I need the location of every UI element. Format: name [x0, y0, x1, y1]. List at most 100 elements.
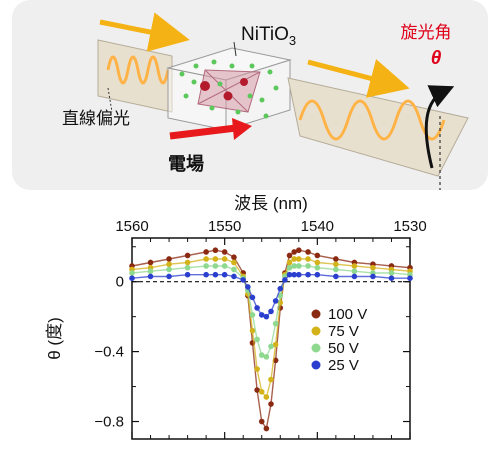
data-point	[203, 263, 209, 269]
legend-label: 75 V	[328, 323, 359, 340]
rotation-arrow-icon	[424, 85, 455, 169]
data-point	[370, 264, 376, 271]
x-tick-label: 1560	[115, 218, 148, 235]
data-point	[184, 271, 191, 278]
data-point	[221, 249, 228, 255]
data-point	[407, 275, 413, 281]
y-tick-label: 0	[116, 274, 124, 291]
data-point	[296, 263, 302, 269]
data-point	[282, 277, 288, 283]
data-point	[272, 320, 279, 327]
data-point	[305, 271, 311, 278]
data-point	[296, 271, 302, 278]
legend-label: 25 V	[328, 357, 359, 374]
crystal-structure	[166, 47, 292, 131]
x-tick-label: 1550	[208, 218, 241, 235]
data-point	[221, 263, 228, 269]
data-point	[286, 264, 293, 271]
data-point	[291, 271, 297, 278]
data-point	[231, 266, 237, 273]
data-point	[258, 352, 265, 358]
data-point	[333, 256, 339, 262]
data-point	[231, 254, 237, 261]
data-point	[314, 271, 321, 278]
y-axis-label: θ (度)	[45, 317, 64, 360]
data-point	[166, 273, 172, 280]
electric-field-label: 電場	[168, 154, 204, 174]
data-point	[305, 263, 311, 269]
data-point	[147, 268, 154, 275]
data-point	[351, 263, 358, 269]
data-point	[249, 327, 256, 334]
data-point	[147, 273, 154, 280]
data-point	[254, 387, 260, 393]
incident-wave-plane	[97, 39, 173, 113]
y-tick-label: −0.8	[94, 414, 124, 431]
crystal-leader-line	[233, 41, 237, 57]
data-point	[314, 259, 321, 266]
data-point	[249, 312, 256, 318]
data-point	[258, 389, 265, 395]
data-point	[286, 271, 293, 278]
electric-field-arrow-icon	[169, 124, 237, 140]
data-point	[240, 277, 246, 283]
data-point	[147, 259, 154, 266]
data-point	[254, 305, 260, 311]
data-point	[333, 273, 339, 280]
data-point	[221, 271, 228, 278]
data-point	[388, 270, 395, 276]
data-point	[263, 313, 270, 320]
data-point	[263, 354, 270, 360]
fit-curve-1	[131, 258, 411, 399]
x-tick-label: 1530	[393, 218, 426, 235]
data-point	[184, 264, 191, 271]
data-point	[296, 256, 302, 262]
output-wave-plane	[287, 77, 469, 177]
data-point	[291, 263, 297, 269]
crystal-label: NiTiO3	[241, 24, 296, 48]
legend-marker	[311, 343, 321, 353]
x-axis-label: 波長 (nm)	[234, 194, 308, 213]
data-point	[254, 366, 260, 372]
rotation-theta-symbol: θ	[431, 48, 442, 69]
legend-marker	[311, 360, 321, 370]
data-point	[291, 256, 297, 262]
legend-marker	[311, 326, 321, 336]
data-point	[166, 256, 172, 262]
optical-rotation-illustration: NiTiO3 旋光角 θ 直線偏光 電場	[62, 12, 469, 190]
data-point	[333, 266, 339, 273]
data-point	[129, 270, 135, 276]
x-tick-label: 1540	[301, 218, 334, 235]
data-point	[258, 312, 265, 318]
data-point	[184, 259, 191, 266]
legend-marker	[311, 309, 321, 319]
data-point	[268, 376, 274, 383]
rotation-angle-label: 旋光角	[401, 23, 452, 42]
data-point	[166, 261, 172, 268]
y-tick-label: −0.4	[94, 344, 124, 361]
data-point	[370, 273, 376, 280]
polarization-leader-line	[107, 87, 113, 113]
data-point	[314, 264, 321, 271]
data-point	[351, 268, 358, 275]
data-point	[231, 259, 237, 266]
light-propagation-arrow-icon	[307, 59, 410, 98]
data-point	[388, 275, 395, 281]
fit-curve-0	[131, 249, 411, 431]
data-point	[245, 284, 251, 290]
data-point	[272, 298, 279, 304]
data-point	[129, 275, 135, 281]
data-point	[305, 249, 311, 255]
light-propagation-arrow-icon	[99, 12, 190, 52]
legend-label: 50 V	[328, 340, 359, 357]
linear-polarization-label: 直線偏光	[62, 109, 130, 128]
fit-curve-3	[131, 274, 410, 318]
data-point	[221, 256, 228, 262]
data-point	[203, 256, 209, 262]
data-point	[231, 273, 237, 280]
data-point	[305, 256, 311, 262]
data-point	[314, 252, 321, 259]
plot-frame	[131, 237, 411, 440]
data-point	[203, 249, 209, 255]
data-point	[268, 343, 274, 350]
